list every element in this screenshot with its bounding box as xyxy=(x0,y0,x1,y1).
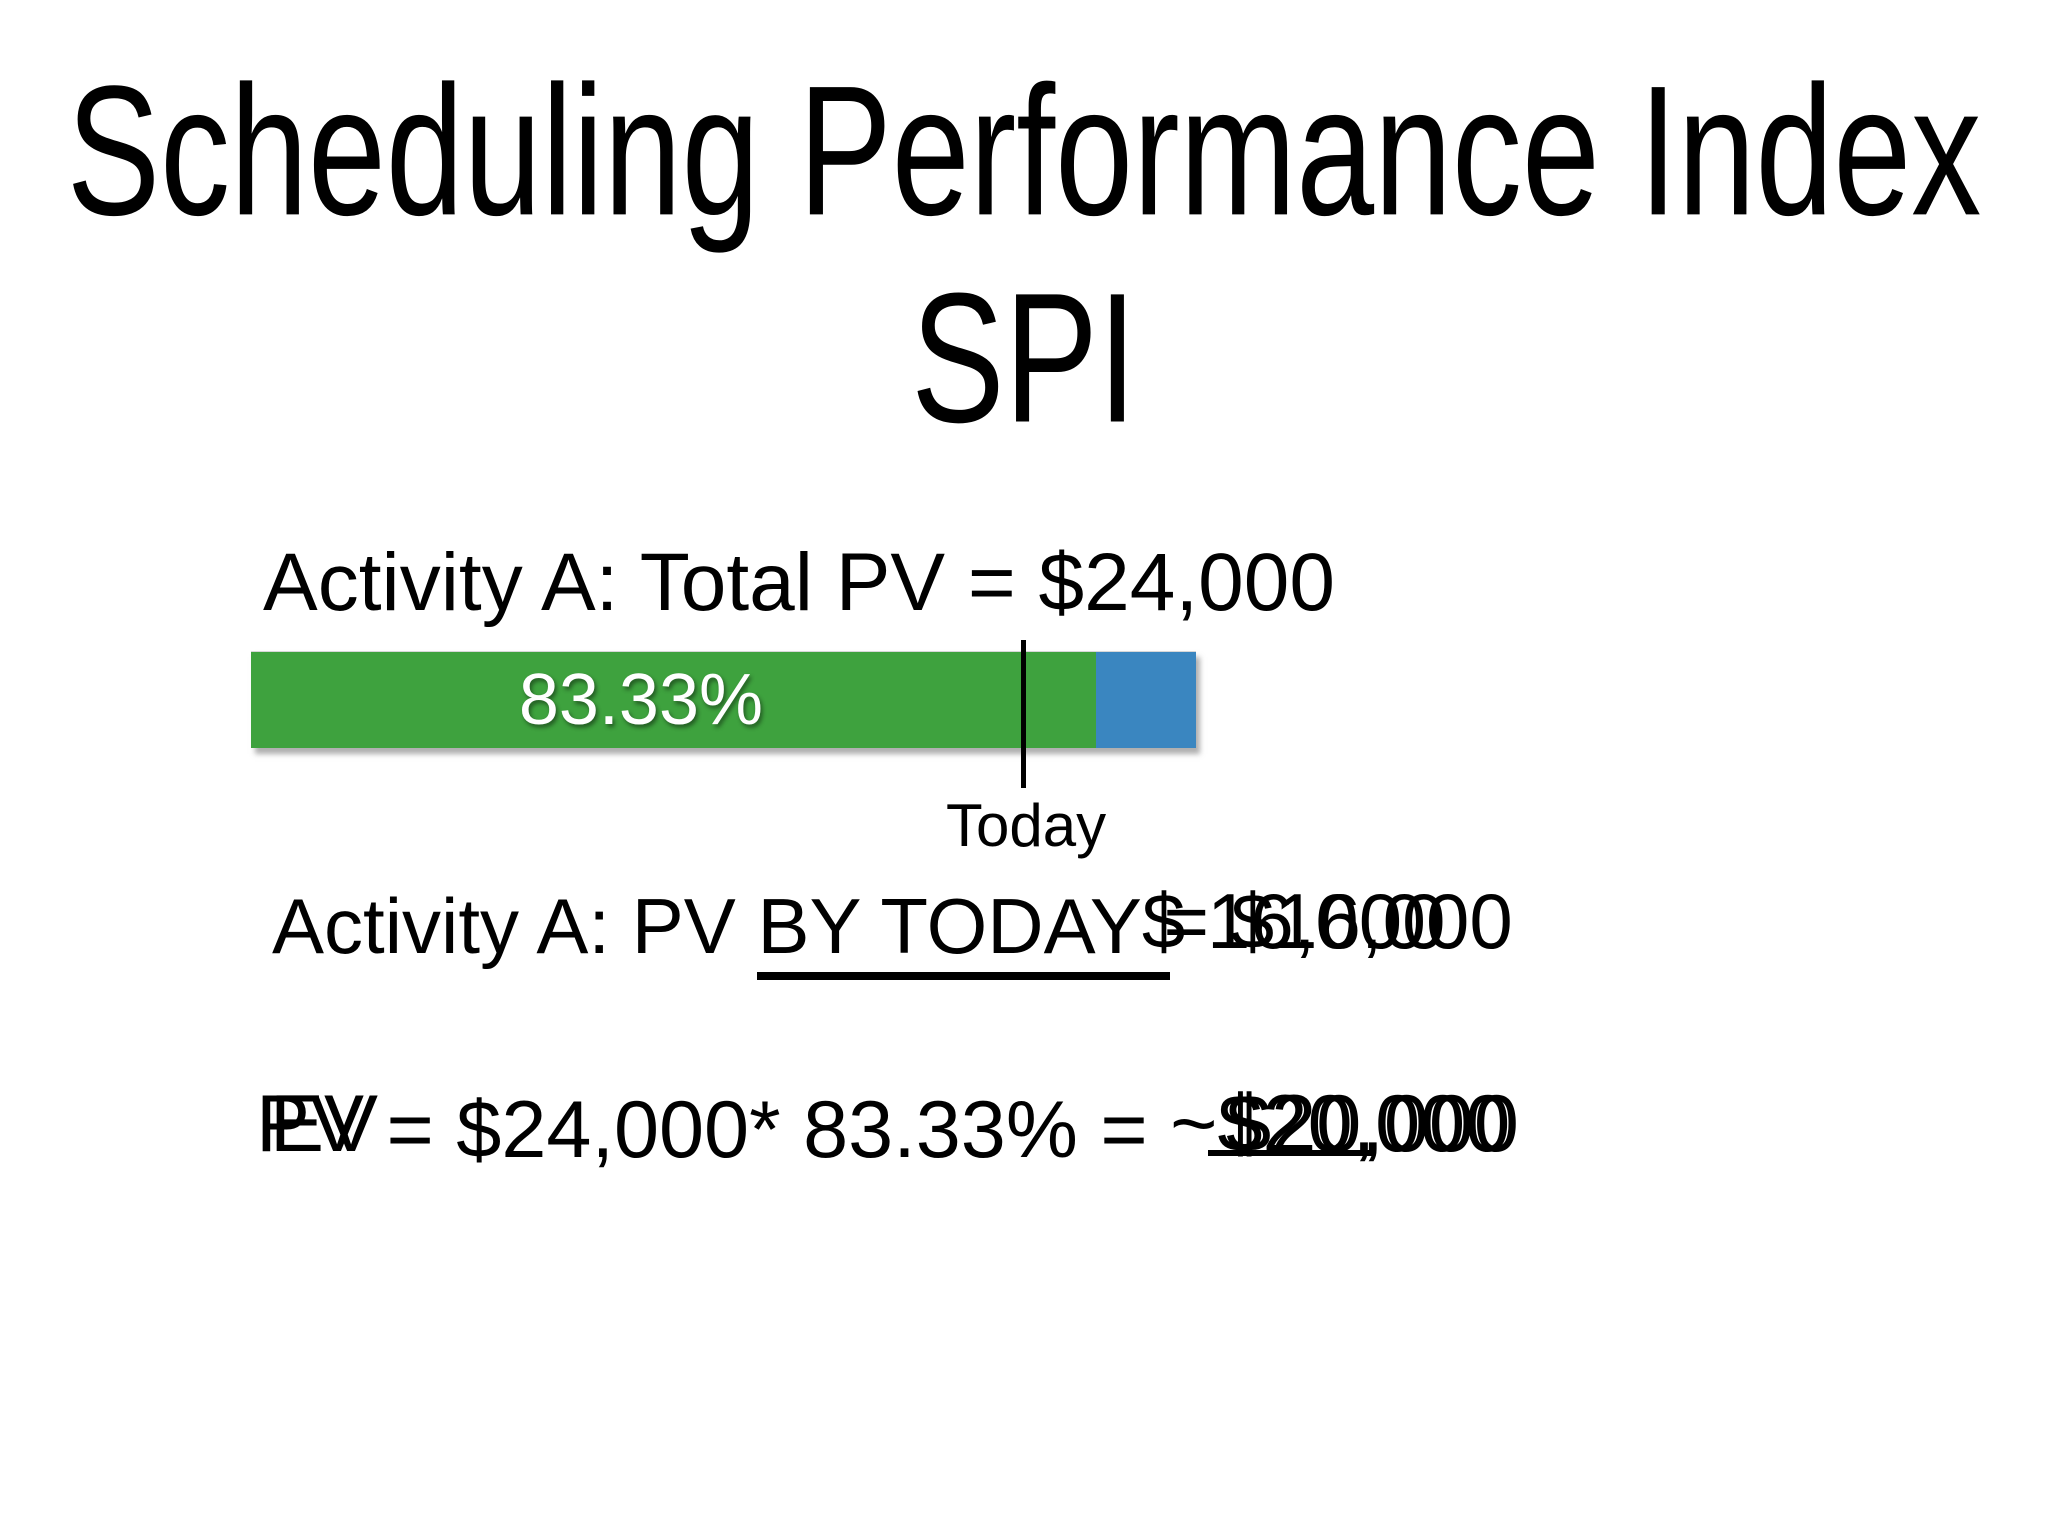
pv-line-underlined-text: BY TODAY xyxy=(757,882,1170,980)
title-line-1: Scheduling Performance Index xyxy=(66,46,1982,254)
progress-bar-blue xyxy=(1095,652,1196,748)
progress-bar-green: 83.33% xyxy=(251,652,1096,748)
ev-value-layer-b: $20,000 xyxy=(1226,1079,1519,1169)
slide-title: Scheduling Performance Index SPI xyxy=(0,46,2048,462)
progress-percent-label: 83.33% xyxy=(518,660,764,740)
ev-head-layer-ev: EV xyxy=(270,1079,379,1169)
pv-value-overlap: = $16,000 $ 16,000 xyxy=(1142,875,1562,965)
transition-underline-artifact xyxy=(1208,1150,1374,1156)
ev-head-overlap: PV EV xyxy=(256,1076,378,1169)
ev-value-overlap: ~$20,000 $20,000 xyxy=(1170,1076,1520,1169)
pv-line-prefix: Activity A: PV xyxy=(272,882,758,970)
activity-total-line: Activity A: Total PV = $24,000 xyxy=(263,537,1335,628)
ev-head-layer-pv: PV xyxy=(256,1079,365,1169)
today-marker-line xyxy=(1021,640,1026,788)
title-line-2: SPI xyxy=(911,253,1137,461)
pv-value-layer-b: $ 16,000 xyxy=(1141,877,1446,965)
today-label: Today xyxy=(946,792,1107,859)
pv-value-layer-a: = $16,000 xyxy=(1141,877,1513,965)
ev-line-middle: = $24,000* 83.33% = xyxy=(364,1085,1171,1175)
progress-bar: 83.33% xyxy=(251,651,1196,748)
ev-calculation-line: PV EV = $24,000* 83.33% = ~$20,000 $20,000 xyxy=(256,1076,1520,1179)
pv-by-today-line: Activity A: PV BY TODAY = $16,000 $ 16,00… xyxy=(272,875,1562,980)
